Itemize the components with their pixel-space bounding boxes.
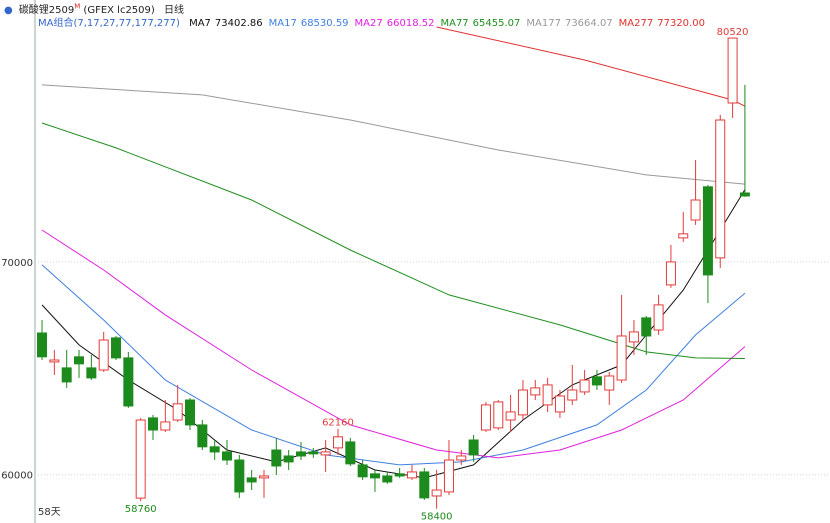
candle-body (320, 451, 331, 456)
candle-body (111, 337, 122, 359)
candle-body (517, 389, 528, 416)
candle-body (554, 395, 565, 413)
candle-body (308, 451, 319, 455)
candle-body (456, 455, 467, 461)
ma-legend: MA组合(7,17,27,77,177,277) MA7 73402.86 MA17… (38, 14, 711, 29)
candle-body (604, 375, 615, 391)
candle-body (123, 357, 134, 407)
candle-body (493, 401, 504, 429)
ma-line (41, 189, 746, 479)
candle-body (480, 404, 491, 431)
y-tick-label: 60000 (1, 471, 33, 482)
ma-line (436, 26, 746, 107)
candle-body (357, 464, 368, 478)
candle-body (369, 473, 380, 479)
candle-body (678, 233, 689, 239)
candle-body (468, 439, 479, 456)
ma-line (41, 264, 746, 466)
count-label: 58天 (38, 507, 61, 518)
candle-body (579, 379, 590, 393)
candle-body (172, 403, 183, 421)
legend-entry: MA177 73664.07 (526, 18, 612, 29)
legend-entry: MA77 65455.07 (440, 18, 520, 29)
candle-body (653, 304, 664, 331)
candle-body (345, 441, 356, 465)
candle-body (61, 367, 72, 383)
legend-name: MA17 (268, 18, 297, 29)
ma-line (41, 122, 745, 359)
legend-value: 73664.07 (564, 18, 613, 29)
exchange: (GFEX lc2509) (83, 5, 155, 16)
candle-body (702, 186, 713, 276)
legend-value: 65455.07 (472, 18, 521, 29)
legend-entry: MA7 73402.86 (189, 18, 263, 29)
title-sup: M (74, 2, 81, 11)
candle-body (271, 449, 282, 467)
legend-entry: MA277 77320.00 (619, 18, 705, 29)
candle-body (739, 192, 750, 197)
candle-body (86, 367, 97, 379)
candle-body (98, 339, 109, 371)
icon: ● (4, 5, 13, 16)
candle-body (295, 451, 306, 457)
legend-name: MA177 (526, 18, 561, 29)
candle-body (727, 37, 738, 104)
candle-body (382, 475, 393, 483)
legend-entry: MA17 68530.59 (269, 18, 349, 29)
candle-body (234, 459, 245, 493)
candle-body (221, 451, 232, 461)
ma-line (41, 229, 746, 459)
legend-entry: MA27 66018.52 (355, 18, 435, 29)
candle-body (542, 384, 553, 406)
title: 碳酸锂2509 (18, 5, 75, 16)
extreme-label: 62160 (322, 418, 354, 429)
candle-body (197, 424, 208, 448)
candle-body (530, 387, 541, 396)
legend-name: MA7 (189, 18, 211, 29)
candle-body (505, 411, 516, 421)
candle-body (443, 459, 454, 493)
candle-body (246, 477, 257, 483)
legend-name: MA77 (440, 18, 469, 29)
candle-body (258, 475, 269, 479)
extreme-label: 80520 (717, 27, 749, 38)
candle-body (616, 335, 627, 381)
candle-body (37, 332, 48, 358)
candle-body (148, 417, 159, 431)
candle-body (74, 356, 85, 365)
candle-body (160, 421, 171, 431)
period[interactable]: 日线 (164, 5, 184, 16)
legend-value: 68530.59 (300, 18, 349, 29)
legend-name: MA27 (354, 18, 383, 29)
candle-body (419, 471, 430, 499)
candle-body (394, 473, 405, 477)
candle-body (665, 261, 676, 286)
extreme-label: 58760 (125, 504, 157, 515)
candle-body (641, 317, 652, 337)
candle-body (628, 331, 639, 343)
candle-body (332, 436, 343, 449)
candle-body (591, 376, 602, 386)
candle-body (283, 455, 294, 463)
y-tick-label: 70000 (1, 258, 33, 269)
legend-value: 66018.52 (386, 18, 435, 29)
candle-body (135, 419, 146, 499)
legend-name: MA277 (618, 18, 654, 29)
ma-line (41, 84, 745, 185)
candle-body (406, 471, 417, 479)
extreme-label: 58400 (421, 512, 453, 523)
ma-group[interactable]: MA组合(7,17,27,77,177,277) (38, 18, 180, 29)
candle-body (715, 119, 726, 259)
header: ● 碳酸锂2509M (GFEX lc2509) 日线 (4, 1, 190, 16)
candle-body (209, 446, 220, 453)
candle-body (690, 199, 701, 221)
candle-body (431, 489, 442, 497)
candle-body (185, 399, 196, 426)
candle-body (49, 359, 60, 363)
legend-value: 77320.00 (657, 18, 705, 29)
candle-body (567, 389, 578, 401)
legend-value: 73402.86 (214, 18, 263, 29)
